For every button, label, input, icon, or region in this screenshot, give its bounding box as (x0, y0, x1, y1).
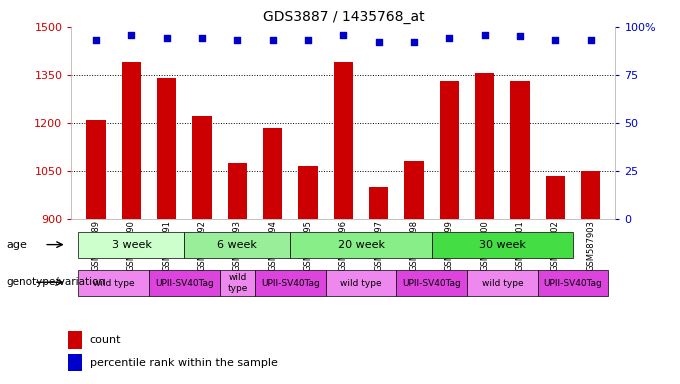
Text: genotype/variation: genotype/variation (7, 277, 106, 287)
Bar (510, 81, 530, 384)
Text: wild
type: wild type (227, 273, 248, 293)
Point (585, 37, 596, 43)
Bar (581, 171, 600, 384)
Bar (396, 270, 467, 296)
Bar (157, 78, 177, 384)
Bar (122, 62, 141, 384)
Bar (299, 166, 318, 384)
Text: UPII-SV40Tag: UPII-SV40Tag (261, 279, 320, 288)
Point (161, 35, 172, 41)
Bar (538, 270, 609, 296)
Bar (86, 120, 106, 384)
Bar (255, 270, 326, 296)
Point (550, 37, 561, 43)
Bar (68, 354, 82, 371)
Bar (545, 176, 565, 384)
Bar (475, 73, 494, 384)
Point (373, 39, 384, 45)
Text: 3 week: 3 week (112, 240, 152, 250)
Text: wild type: wild type (340, 279, 382, 288)
Bar (228, 163, 247, 384)
Point (409, 39, 420, 45)
Point (90, 37, 101, 43)
Point (303, 37, 313, 43)
Bar (467, 270, 538, 296)
Bar (220, 270, 255, 296)
Bar (78, 270, 149, 296)
Text: UPII-SV40Tag: UPII-SV40Tag (155, 279, 214, 288)
Bar (326, 270, 396, 296)
Text: count: count (90, 335, 121, 345)
Bar (78, 232, 184, 258)
Text: wild type: wild type (481, 279, 523, 288)
Bar (192, 116, 211, 384)
Point (197, 35, 207, 41)
Text: 6 week: 6 week (218, 240, 257, 250)
Bar (405, 161, 424, 384)
Bar (290, 232, 432, 258)
Text: UPII-SV40Tag: UPII-SV40Tag (403, 279, 461, 288)
Bar (432, 232, 573, 258)
Bar (440, 81, 459, 384)
Text: age: age (7, 240, 28, 250)
Point (232, 37, 243, 43)
Point (515, 33, 526, 40)
Point (126, 31, 137, 38)
Bar (334, 62, 353, 384)
Point (338, 31, 349, 38)
Text: wild type: wild type (93, 279, 135, 288)
Bar (184, 232, 290, 258)
Point (479, 31, 490, 38)
Text: percentile rank within the sample: percentile rank within the sample (90, 358, 277, 368)
Bar (68, 331, 82, 349)
Bar (369, 187, 388, 384)
Title: GDS3887 / 1435768_at: GDS3887 / 1435768_at (262, 10, 424, 25)
Text: UPII-SV40Tag: UPII-SV40Tag (543, 279, 602, 288)
Point (267, 37, 278, 43)
Text: 20 week: 20 week (337, 240, 385, 250)
Text: 30 week: 30 week (479, 240, 526, 250)
Bar (263, 127, 282, 384)
Bar (149, 270, 220, 296)
Point (444, 35, 455, 41)
